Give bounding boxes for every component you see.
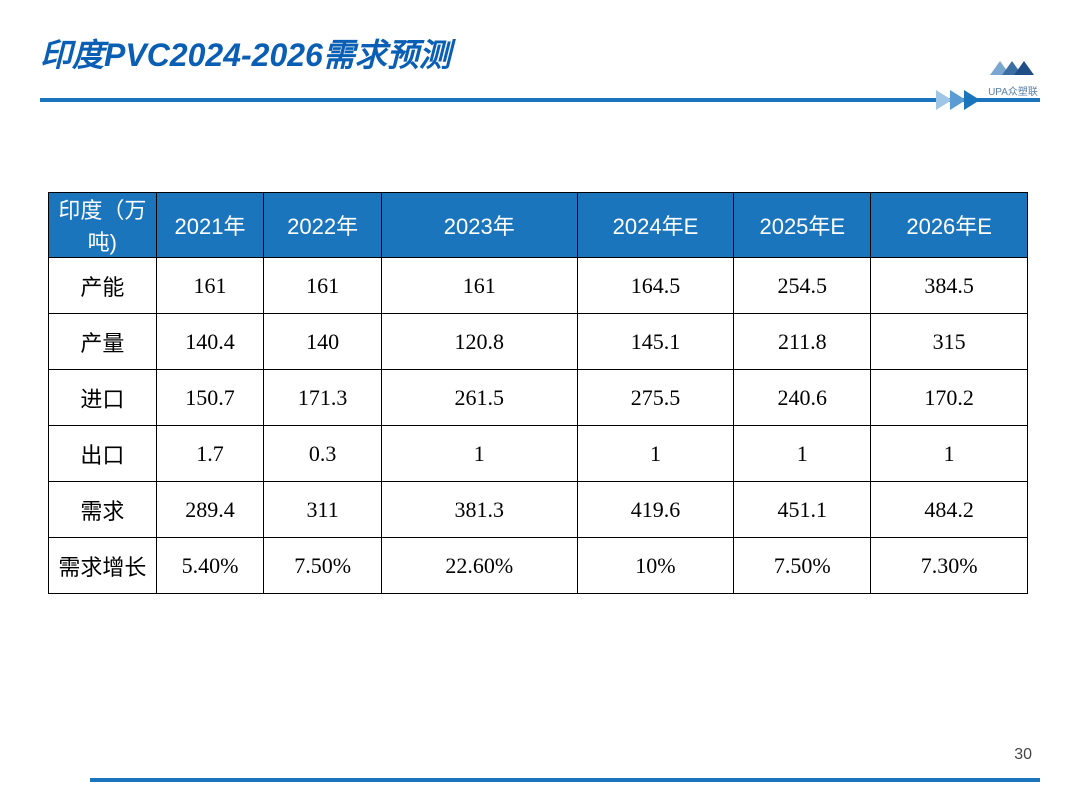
- table-cell: 140: [264, 314, 381, 370]
- forecast-table-wrap: 印度（万吨)2021年2022年2023年2024年E2025年E2026年E …: [48, 192, 1028, 594]
- table-cell: 211.8: [734, 314, 871, 370]
- table-cell: 384.5: [871, 258, 1028, 314]
- table-cell: 289.4: [156, 482, 264, 538]
- table-cell: 22.60%: [381, 538, 577, 594]
- table-cell: 171.3: [264, 370, 381, 426]
- header-line: [40, 98, 1040, 102]
- logo-text: UPA众塑联: [988, 87, 1038, 98]
- table-row: 产量140.4140120.8145.1211.8315: [49, 314, 1028, 370]
- logo-icon: [986, 55, 1040, 81]
- table-cell: 161: [156, 258, 264, 314]
- table-cell: 315: [871, 314, 1028, 370]
- table-cell: 164.5: [577, 258, 734, 314]
- table-cell: 275.5: [577, 370, 734, 426]
- table-row: 需求增长5.40%7.50%22.60%10%7.50%7.30%: [49, 538, 1028, 594]
- header-arrows-icon: [938, 88, 980, 112]
- table-cell: 7.50%: [264, 538, 381, 594]
- table-row: 进口150.7171.3261.5275.5240.6170.2: [49, 370, 1028, 426]
- table-cell: 1: [734, 426, 871, 482]
- table-cell: 需求增长: [49, 538, 157, 594]
- table-cell: 1: [871, 426, 1028, 482]
- page-number: 30: [1014, 746, 1032, 764]
- table-header-cell: 2026年E: [871, 193, 1028, 258]
- table-header-cell: 2023年: [381, 193, 577, 258]
- table-head: 印度（万吨)2021年2022年2023年2024年E2025年E2026年E: [49, 193, 1028, 258]
- slide-container: 印度PVC2024-2026需求预测 UPA众塑联 印度（万吨)2021年202…: [0, 0, 1080, 810]
- table-cell: 0.3: [264, 426, 381, 482]
- table-body: 产能161161161164.5254.5384.5产量140.4140120.…: [49, 258, 1028, 594]
- table-cell: 419.6: [577, 482, 734, 538]
- table-row: 需求289.4311381.3419.6451.1484.2: [49, 482, 1028, 538]
- table-cell: 261.5: [381, 370, 577, 426]
- table-cell: 170.2: [871, 370, 1028, 426]
- table-cell: 需求: [49, 482, 157, 538]
- table-header-row: 印度（万吨)2021年2022年2023年2024年E2025年E2026年E: [49, 193, 1028, 258]
- table-cell: 产能: [49, 258, 157, 314]
- table-cell: 381.3: [381, 482, 577, 538]
- table-cell: 7.50%: [734, 538, 871, 594]
- table-cell: 1: [577, 426, 734, 482]
- table-cell: 10%: [577, 538, 734, 594]
- footer-line: [90, 778, 1040, 782]
- table-cell: 5.40%: [156, 538, 264, 594]
- table-header-cell: 2025年E: [734, 193, 871, 258]
- table-cell: 161: [381, 258, 577, 314]
- table-header-cell: 2021年: [156, 193, 264, 258]
- table-cell: 254.5: [734, 258, 871, 314]
- table-cell: 140.4: [156, 314, 264, 370]
- forecast-table: 印度（万吨)2021年2022年2023年2024年E2025年E2026年E …: [48, 192, 1028, 594]
- table-row: 产能161161161164.5254.5384.5: [49, 258, 1028, 314]
- table-header-cell: 2022年: [264, 193, 381, 258]
- table-header-cell: 印度（万吨): [49, 193, 157, 258]
- table-cell: 出口: [49, 426, 157, 482]
- table-cell: 161: [264, 258, 381, 314]
- table-cell: 240.6: [734, 370, 871, 426]
- table-row: 出口1.70.31111: [49, 426, 1028, 482]
- logo: UPA众塑联: [986, 55, 1040, 98]
- table-header-cell: 2024年E: [577, 193, 734, 258]
- table-cell: 451.1: [734, 482, 871, 538]
- table-cell: 150.7: [156, 370, 264, 426]
- header-rule: [40, 88, 1040, 112]
- table-cell: 1.7: [156, 426, 264, 482]
- table-cell: 145.1: [577, 314, 734, 370]
- chevron-icon: [964, 90, 980, 110]
- table-cell: 7.30%: [871, 538, 1028, 594]
- slide-title: 印度PVC2024-2026需求预测: [40, 30, 1040, 76]
- table-cell: 1: [381, 426, 577, 482]
- table-cell: 进口: [49, 370, 157, 426]
- table-cell: 311: [264, 482, 381, 538]
- table-cell: 484.2: [871, 482, 1028, 538]
- table-cell: 120.8: [381, 314, 577, 370]
- table-cell: 产量: [49, 314, 157, 370]
